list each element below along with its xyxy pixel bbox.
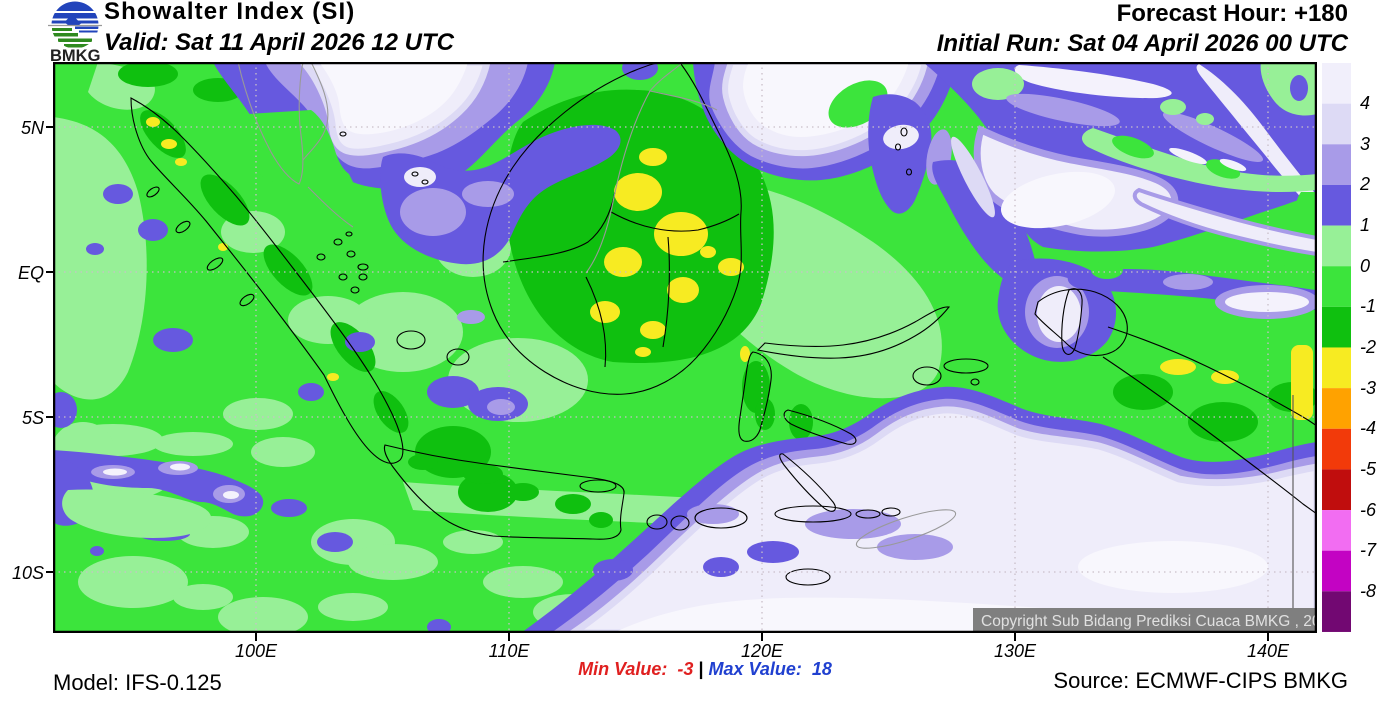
svg-text:BMKG: BMKG <box>50 47 100 62</box>
svg-text:Copyright Sub Bidang Prediksi: Copyright Sub Bidang Prediksi Cuaca BMKG… <box>981 613 1317 630</box>
